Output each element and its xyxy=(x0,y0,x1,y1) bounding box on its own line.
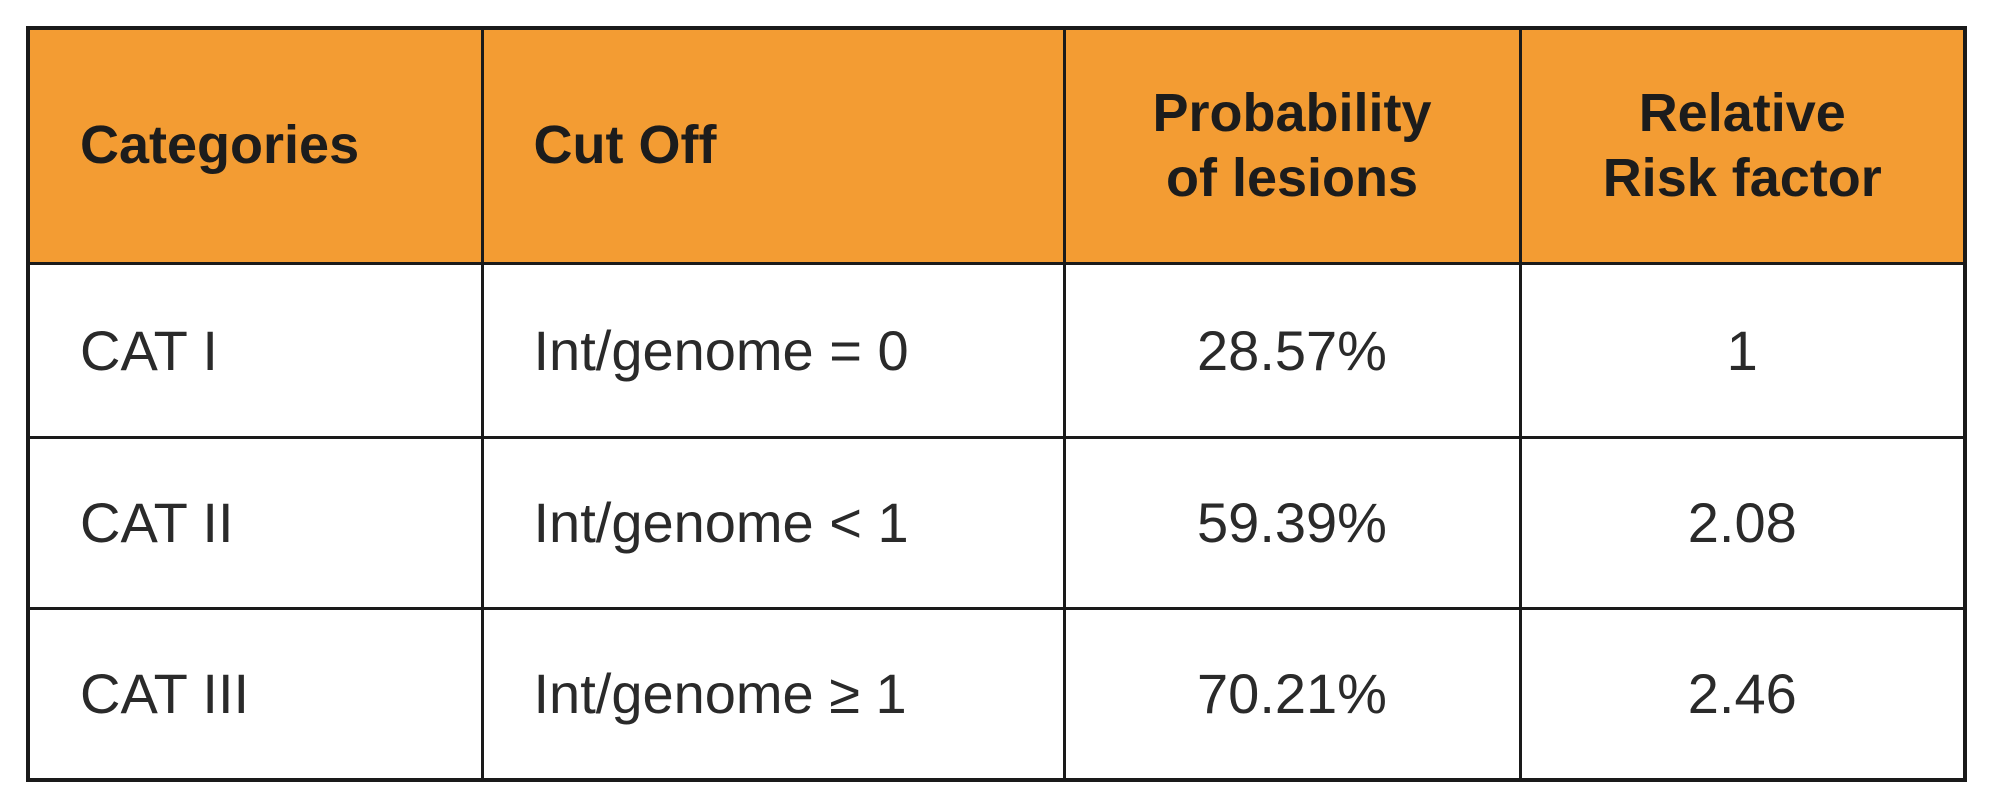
table-body: CAT I Int/genome = 0 28.57% 1 CAT II Int… xyxy=(26,261,1967,782)
header-probability-line2: of lesions xyxy=(1165,147,1419,208)
header-cut-off: Cut Off xyxy=(480,26,1066,265)
cell-category: CAT III xyxy=(26,606,484,782)
header-probability-of-lesions: Probability of lesions xyxy=(1062,26,1522,265)
header-relative-risk-factor: Relative Risk factor xyxy=(1518,26,1967,265)
cell-cut-off: Int/genome < 1 xyxy=(480,435,1066,610)
cell-relative-risk: 2.46 xyxy=(1518,606,1967,782)
header-categories: Categories xyxy=(26,26,484,265)
header-row: Categories Cut Off Probability of lesion… xyxy=(26,26,1967,265)
cell-cut-off: Int/genome ≥ 1 xyxy=(480,606,1066,782)
table-row: CAT II Int/genome < 1 59.39% 2.08 xyxy=(26,435,1967,610)
header-relative-line2: Risk factor xyxy=(1602,147,1882,208)
table-header: Categories Cut Off Probability of lesion… xyxy=(26,26,1967,265)
table-row: CAT I Int/genome = 0 28.57% 1 xyxy=(26,261,1967,439)
cell-probability: 28.57% xyxy=(1062,261,1522,439)
risk-table-container: Categories Cut Off Probability of lesion… xyxy=(26,26,1967,782)
header-probability-line1: Probability xyxy=(1152,82,1432,143)
cell-relative-risk: 2.08 xyxy=(1518,435,1967,610)
cell-relative-risk: 1 xyxy=(1518,261,1967,439)
table-row: CAT III Int/genome ≥ 1 70.21% 2.46 xyxy=(26,606,1967,782)
cell-probability: 70.21% xyxy=(1062,606,1522,782)
risk-category-table: Categories Cut Off Probability of lesion… xyxy=(26,26,1967,782)
header-relative-line1: Relative xyxy=(1638,82,1846,143)
cell-probability: 59.39% xyxy=(1062,435,1522,610)
cell-category: CAT I xyxy=(26,261,484,439)
cell-category: CAT II xyxy=(26,435,484,610)
cell-cut-off: Int/genome = 0 xyxy=(480,261,1066,439)
